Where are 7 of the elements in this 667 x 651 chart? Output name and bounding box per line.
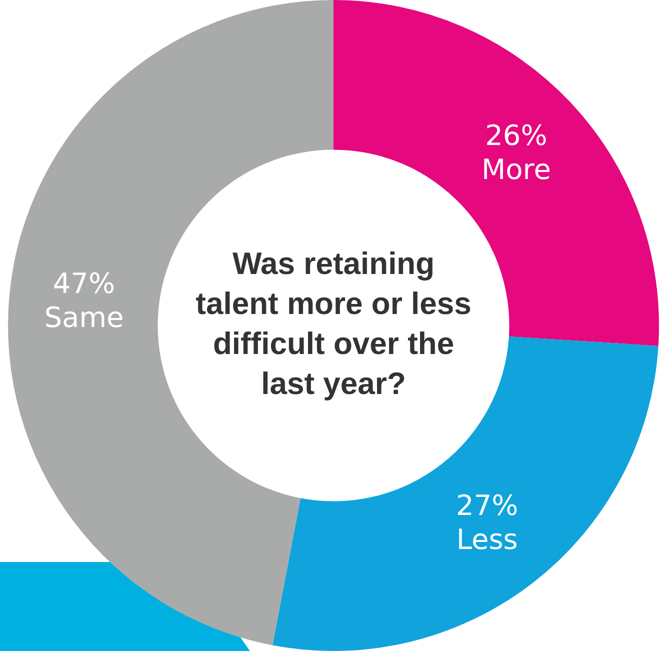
data-label: 27% [456,488,518,522]
data-label: 47% [52,267,116,300]
data-label: 26% [485,119,548,152]
slice-label: More [481,153,551,186]
slice-label: Same [44,301,124,334]
slice-label: Less [456,522,518,556]
text: Was retaining talent more or less difficult over the last year? [196,246,472,402]
